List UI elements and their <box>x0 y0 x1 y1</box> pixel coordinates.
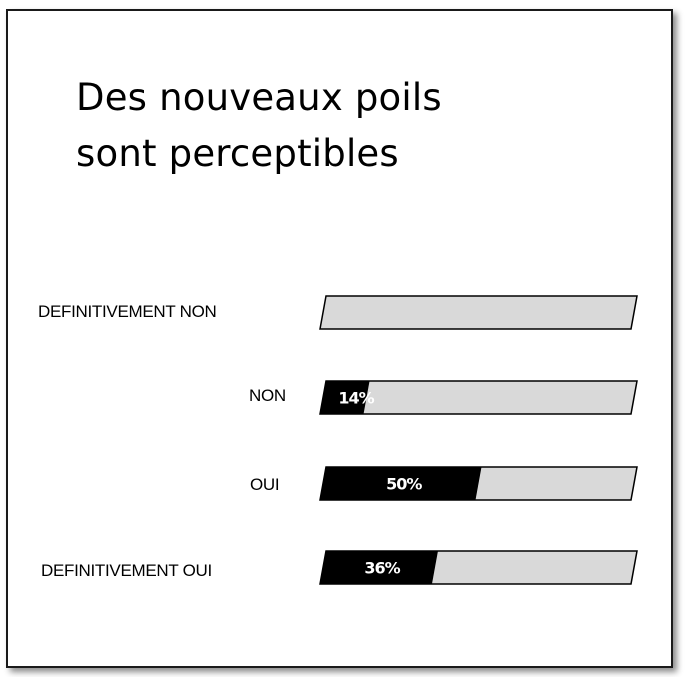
bar-row-definitivement-oui: 36% <box>319 550 638 585</box>
bar-value-label-oui: 50% <box>386 475 422 494</box>
chart-title: Des nouveaux poils sont perceptibles <box>76 70 596 182</box>
bar-value-label-non: 14% <box>338 389 374 408</box>
bar-fill-definitivement-oui <box>320 551 438 584</box>
category-label-definitivement-non: DEFINITIVEMENT NON <box>38 302 217 321</box>
category-label-oui: OUI <box>250 475 280 494</box>
bar-fill-oui <box>320 467 482 500</box>
bar-row-oui: 50% <box>319 466 638 501</box>
chart-title-line-1: Des nouveaux poils <box>76 76 442 119</box>
bar-row-definitivement-non <box>319 295 638 330</box>
bar-value-label-definitivement-oui: 36% <box>364 559 400 578</box>
category-label-non: NON <box>249 386 286 405</box>
chart-title-line-2: sont perceptibles <box>76 132 399 175</box>
bar-row-non: 14% <box>319 380 638 415</box>
bar-track-definitivement-non <box>319 295 638 330</box>
category-label-definitivement-oui: DEFINITIVEMENT OUI <box>41 561 212 580</box>
bar-fill-non <box>320 381 370 414</box>
